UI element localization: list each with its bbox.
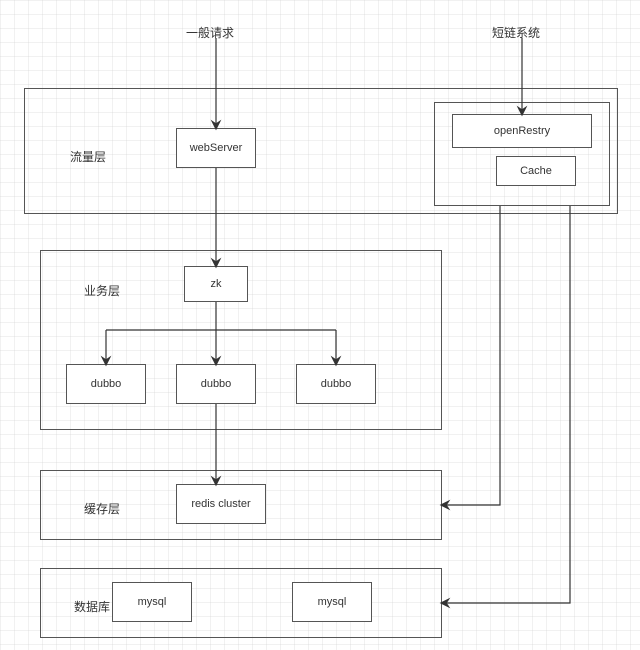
layer-cache-label: 缓存层 [84, 500, 120, 517]
node-webserver: webServer [176, 128, 256, 168]
label-shortlink-system: 短链系统 [492, 24, 540, 41]
node-dubbo-2: dubbo [176, 364, 256, 404]
node-dubbo-1: dubbo [66, 364, 146, 404]
node-mysql-1: mysql [112, 582, 192, 622]
node-openrestry: openRestry [452, 114, 592, 148]
layer-business-label: 业务层 [84, 282, 120, 299]
diagram-canvas: 一般请求 短链系统 流量层 业务层 缓存层 数据库 webServer open… [0, 0, 640, 650]
layer-db-label: 数据库 [74, 598, 110, 615]
node-zk: zk [184, 266, 248, 302]
node-redis: redis cluster [176, 484, 266, 524]
layer-traffic-label: 流量层 [70, 148, 106, 165]
node-cache: Cache [496, 156, 576, 186]
node-mysql-2: mysql [292, 582, 372, 622]
label-general-request: 一般请求 [186, 24, 234, 41]
node-dubbo-3: dubbo [296, 364, 376, 404]
